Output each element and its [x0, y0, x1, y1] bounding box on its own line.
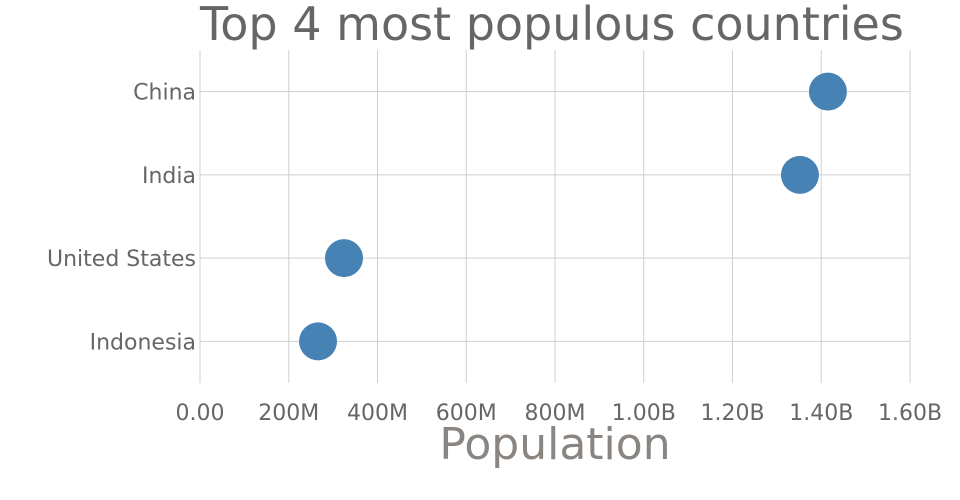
dot — [324, 239, 363, 278]
x-tick-label: 400M — [347, 401, 408, 426]
y-tick-label: India — [142, 164, 196, 189]
y-tick-label: Indonesia — [90, 330, 196, 355]
dot — [808, 72, 847, 111]
x-tick-label: 1.40B — [789, 401, 853, 426]
x-tick-label: 800M — [525, 401, 586, 426]
x-tick-label: 1.60B — [878, 401, 942, 426]
x-tick-label: 1.00B — [612, 401, 676, 426]
x-tick-label: 0.00 — [176, 401, 225, 426]
x-tick-label: 1.20B — [700, 401, 764, 426]
x-tick-label: 200M — [258, 401, 319, 426]
y-tick-label: United States — [47, 247, 196, 272]
y-tick-label: China — [133, 81, 196, 106]
chart-title: Top 4 most populous countries — [199, 0, 904, 51]
dot — [780, 155, 819, 194]
x-axis-label: Population — [439, 419, 670, 470]
x-tick-label: 600M — [436, 401, 497, 426]
dot — [299, 322, 338, 361]
